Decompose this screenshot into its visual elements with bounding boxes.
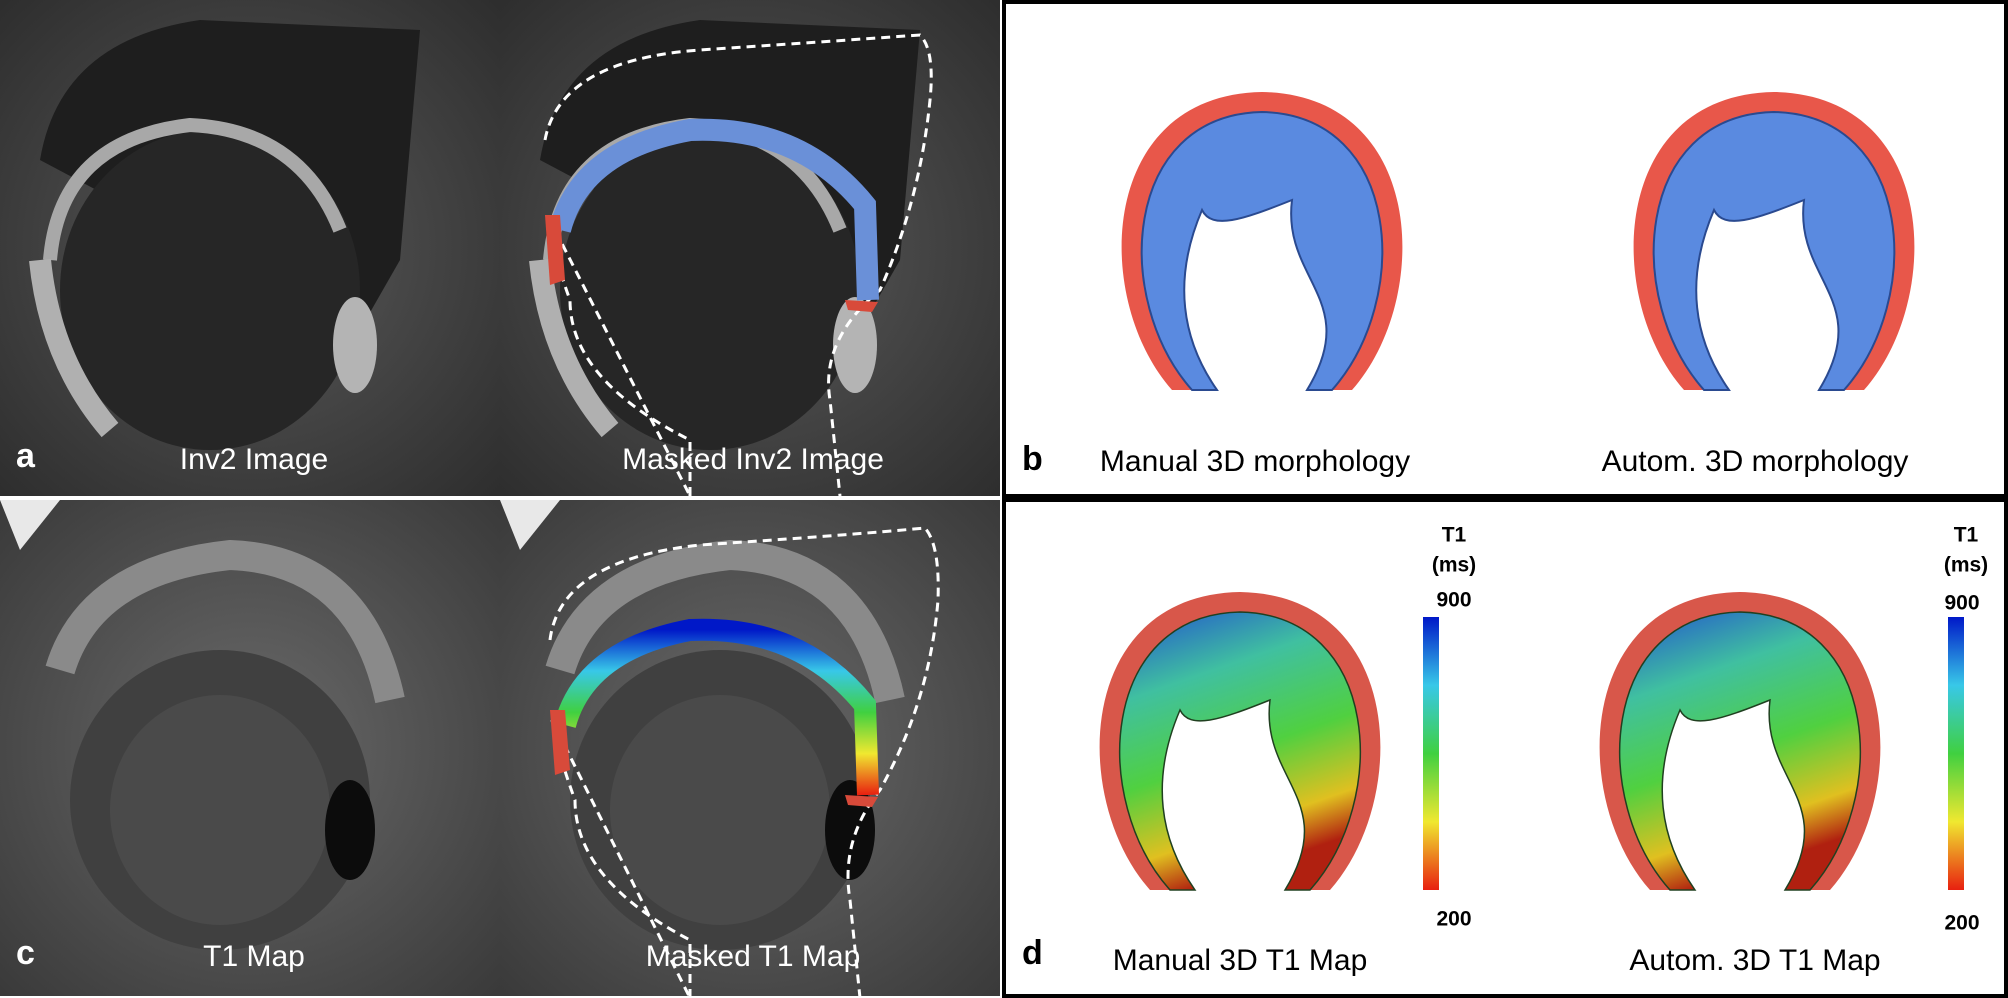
colorbar: T1 (ms) 900 200 xyxy=(1423,524,1476,931)
panel-letter: b xyxy=(1022,440,1043,478)
colorbar-max: 900 xyxy=(1944,592,1979,615)
mri-image xyxy=(500,500,1000,996)
caption: T1 Map xyxy=(203,940,305,973)
mask-overlay xyxy=(543,33,933,497)
mri-image xyxy=(0,500,500,996)
caption: Masked T1 Map xyxy=(646,940,861,973)
panel-b: b Manual 3D morphology Autom. 3D morphol… xyxy=(1002,0,2008,498)
colorbar: T1 (ms) 900 200 xyxy=(1944,524,1988,935)
panel-letter: c xyxy=(16,934,35,972)
colorbar-max: 900 xyxy=(1436,589,1471,612)
colorbar-title: T1 xyxy=(1954,524,1979,547)
colorbar-unit: (ms) xyxy=(1432,554,1476,577)
panel-d: T1 (ms) 900 200 T1 (ms) 900 200 d Manual… xyxy=(1002,498,2008,998)
caption: Inv2 Image xyxy=(180,443,328,476)
caption: Autom. 3D T1 Map xyxy=(1629,944,1880,977)
colorbar-unit: (ms) xyxy=(1944,554,1988,577)
colorbar-min: 200 xyxy=(1436,908,1471,931)
colorbar-scale xyxy=(1423,617,1439,890)
panel-letter: a xyxy=(16,437,36,475)
mri-image xyxy=(500,0,1000,496)
mri-image xyxy=(0,0,500,496)
panel-c: c T1 Map Masked T1 Map xyxy=(0,500,1000,998)
colorbar-title: T1 xyxy=(1442,524,1467,547)
mask-overlay xyxy=(548,526,940,998)
caption: Autom. 3D morphology xyxy=(1602,445,1909,478)
caption: Masked Inv2 Image xyxy=(622,443,884,476)
colorbar-scale xyxy=(1948,617,1964,890)
panel-a: a Inv2 Image Masked Inv2 Image xyxy=(0,0,1000,496)
caption: Manual 3D T1 Map xyxy=(1113,944,1368,977)
panel-letter: d xyxy=(1022,934,1043,972)
colorbar-min: 200 xyxy=(1944,912,1979,935)
caption: Manual 3D morphology xyxy=(1100,445,1410,478)
